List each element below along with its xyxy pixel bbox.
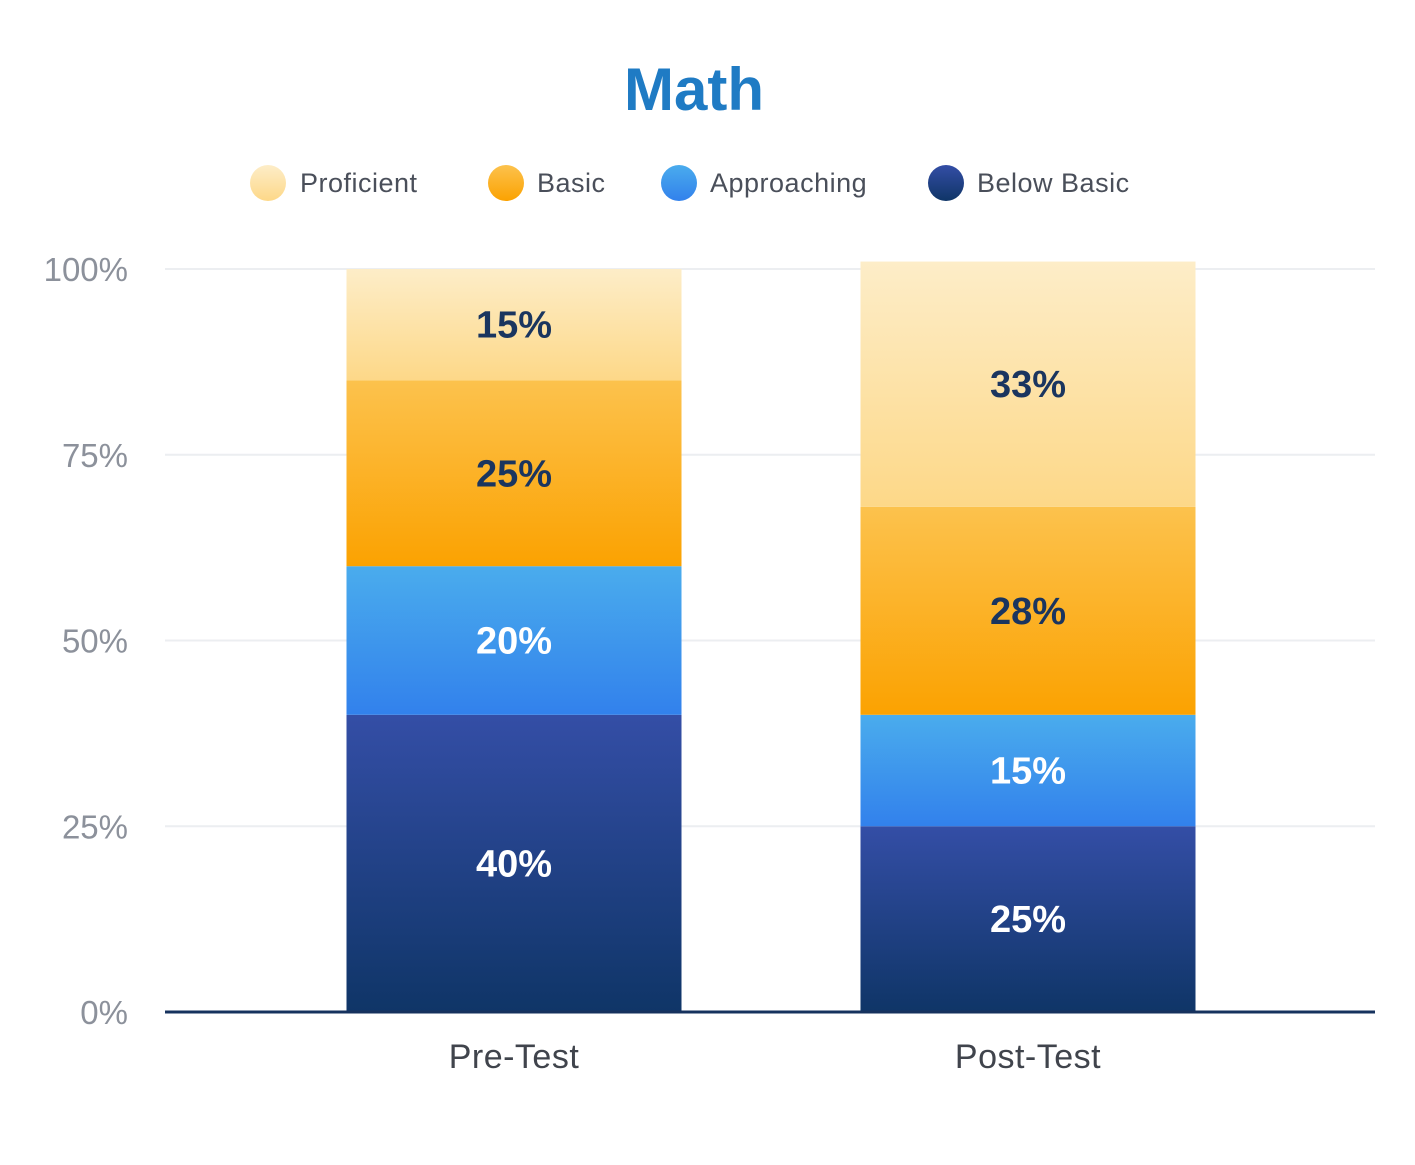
bar-segment-post-test-proficient [860,261,1196,507]
legend-swatch-below-basic [928,165,964,201]
y-tick-label-50: 50% [62,623,128,660]
legend-label-approaching: Approaching [710,168,867,198]
x-tick-label-pre-test: Pre-Test [449,1038,580,1076]
bar-group-pre-test: 40% 20% 25% 15% [346,269,682,1012]
data-label-post-test-proficient: 33% [990,364,1066,406]
y-tick-label-25: 25% [62,808,128,845]
bar-group-post-test: 25% 15% 28% 33% [860,261,1196,1012]
bars: 40% 20% 25% 15% 25% 15% 28% 33% [346,261,1196,1012]
data-label-pre-test-approaching: 20% [476,621,552,663]
legend-label-proficient: Proficient [300,168,418,198]
legend-item-basic: Basic [488,165,606,201]
legend-swatch-approaching [661,165,697,201]
data-label-pre-test-below-basic: 40% [476,843,552,885]
legend-item-approaching: Approaching [661,165,867,201]
legend-item-proficient: Proficient [250,165,418,201]
legend-item-below-basic: Below Basic [928,165,1130,201]
bar-segment-pre-test-below-basic [346,714,682,1012]
data-label-post-test-below-basic: 25% [990,899,1066,941]
legend-label-below-basic: Below Basic [977,168,1130,198]
y-tick-label-0: 0% [80,994,128,1031]
legend-swatch-basic [488,165,524,201]
bar-segment-post-test-approaching [860,714,1196,827]
data-label-post-test-approaching: 15% [990,751,1066,793]
x-axis: Pre-Test Post-Test [165,1010,1375,1076]
bar-segment-pre-test-basic [346,380,682,567]
legend-label-basic: Basic [537,168,606,198]
data-label-pre-test-basic: 25% [476,453,552,495]
y-tick-label-100: 100% [44,251,128,288]
y-tick-label-75: 75% [62,437,128,474]
chart-title: Math [624,56,764,123]
bar-segment-post-test-below-basic [860,826,1196,1012]
bar-segment-pre-test-approaching [346,566,682,715]
x-tick-label-post-test: Post-Test [955,1038,1101,1076]
data-label-pre-test-proficient: 15% [476,305,552,347]
legend-swatch-proficient [250,165,286,201]
bar-segment-post-test-basic [860,506,1196,715]
data-label-post-test-basic: 28% [990,591,1066,633]
y-axis: 0% 25% 50% 75% 100% [44,251,128,1031]
legend: Proficient Basic Approaching Below Basic [250,165,1130,201]
bar-segment-pre-test-proficient [346,269,682,381]
